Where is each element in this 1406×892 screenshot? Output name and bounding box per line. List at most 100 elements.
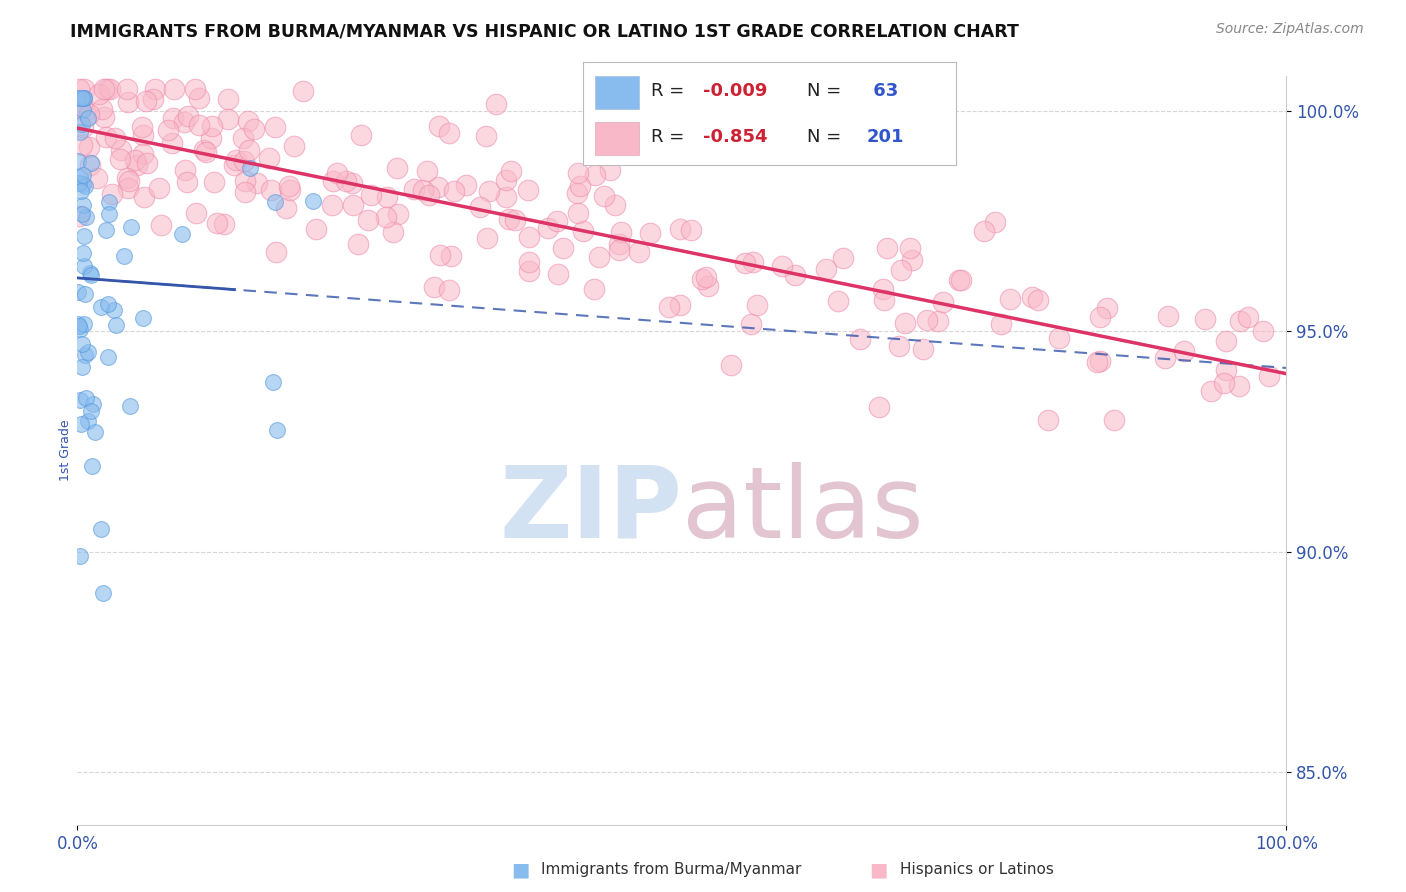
- Point: [832, 252, 855, 266]
- Point: [263, 120, 285, 134]
- Text: Source: ZipAtlas.com: Source: ZipAtlas.com: [1216, 22, 1364, 37]
- Point: [70, 184, 93, 198]
- Point: [127, 158, 149, 172]
- Text: N =: N =: [807, 82, 846, 100]
- Point: [571, 224, 593, 238]
- Point: [69, 393, 91, 408]
- Point: [1102, 412, 1125, 426]
- Point: [437, 283, 460, 297]
- Point: [75, 211, 97, 225]
- Point: [1215, 334, 1237, 348]
- Point: [233, 153, 256, 168]
- Point: [72, 177, 94, 191]
- Point: [90, 300, 112, 314]
- Bar: [595, 122, 640, 155]
- Point: [70, 138, 93, 153]
- Point: [440, 249, 463, 263]
- Point: [96, 82, 118, 96]
- Point: [90, 103, 112, 117]
- Point: [478, 184, 501, 198]
- Point: [679, 223, 702, 237]
- Point: [697, 278, 720, 293]
- Point: [503, 213, 526, 227]
- Point: [79, 266, 101, 280]
- Point: [291, 84, 314, 98]
- Point: [475, 128, 498, 143]
- Point: [75, 103, 97, 118]
- Point: [868, 401, 890, 415]
- Point: [1085, 354, 1108, 368]
- Point: [277, 178, 299, 193]
- Point: [193, 143, 215, 157]
- Point: [73, 229, 96, 244]
- Point: [599, 162, 621, 177]
- Point: [848, 332, 870, 346]
- Point: [495, 190, 517, 204]
- Point: [66, 317, 89, 331]
- Point: [69, 417, 91, 431]
- Point: [80, 404, 103, 418]
- Point: [135, 94, 157, 108]
- Point: [470, 200, 492, 214]
- Text: atlas: atlas: [682, 462, 924, 559]
- Point: [176, 175, 198, 189]
- Point: [97, 350, 120, 364]
- Point: [195, 145, 218, 160]
- Point: [593, 189, 616, 203]
- Point: [890, 263, 912, 277]
- Point: [97, 207, 120, 221]
- Point: [1229, 314, 1251, 328]
- Point: [177, 109, 200, 123]
- Point: [1173, 343, 1195, 358]
- Point: [103, 302, 125, 317]
- Point: [73, 82, 96, 96]
- Point: [200, 131, 222, 145]
- Point: [519, 264, 541, 278]
- Point: [1236, 310, 1258, 324]
- Point: [416, 164, 439, 178]
- Point: [67, 176, 90, 190]
- Point: [501, 164, 523, 178]
- Point: [783, 268, 806, 282]
- Point: [162, 111, 184, 125]
- Point: [627, 244, 650, 259]
- Text: ■: ■: [510, 860, 530, 880]
- Text: -0.009: -0.009: [703, 82, 768, 100]
- Point: [260, 183, 283, 197]
- Point: [97, 297, 120, 311]
- Point: [973, 224, 995, 238]
- Point: [117, 82, 139, 96]
- Point: [70, 207, 93, 221]
- Point: [184, 82, 207, 96]
- Point: [385, 161, 408, 175]
- Text: -0.854: -0.854: [703, 128, 768, 146]
- Point: [72, 103, 94, 117]
- Point: [235, 174, 257, 188]
- Point: [67, 154, 90, 169]
- Point: [67, 209, 90, 223]
- Point: [567, 166, 589, 180]
- Point: [132, 128, 155, 142]
- Bar: [595, 76, 640, 109]
- Point: [86, 170, 108, 185]
- Point: [239, 161, 262, 175]
- Point: [551, 241, 574, 255]
- Point: [734, 256, 756, 270]
- Point: [131, 120, 153, 134]
- Point: [70, 359, 93, 374]
- Point: [340, 176, 363, 190]
- Point: [638, 226, 661, 240]
- Point: [135, 155, 157, 169]
- Point: [583, 168, 606, 182]
- Point: [110, 143, 132, 157]
- Point: [668, 298, 690, 312]
- Point: [264, 194, 287, 209]
- Point: [69, 549, 91, 564]
- Point: [72, 198, 94, 212]
- Point: [517, 255, 540, 269]
- Point: [262, 375, 284, 389]
- Point: [915, 313, 938, 327]
- Point: [1157, 309, 1180, 323]
- Point: [124, 153, 146, 167]
- Point: [873, 293, 896, 307]
